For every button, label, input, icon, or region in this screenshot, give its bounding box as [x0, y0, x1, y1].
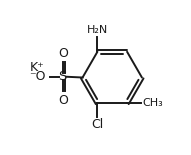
Text: ⁻O: ⁻O	[29, 70, 45, 83]
Text: O: O	[58, 94, 68, 107]
Text: S: S	[59, 70, 67, 83]
Text: CH₃: CH₃	[142, 98, 163, 108]
Text: O: O	[58, 46, 68, 60]
Text: K⁺: K⁺	[29, 61, 44, 74]
Text: Cl: Cl	[91, 118, 104, 131]
Text: H₂N: H₂N	[87, 25, 108, 35]
